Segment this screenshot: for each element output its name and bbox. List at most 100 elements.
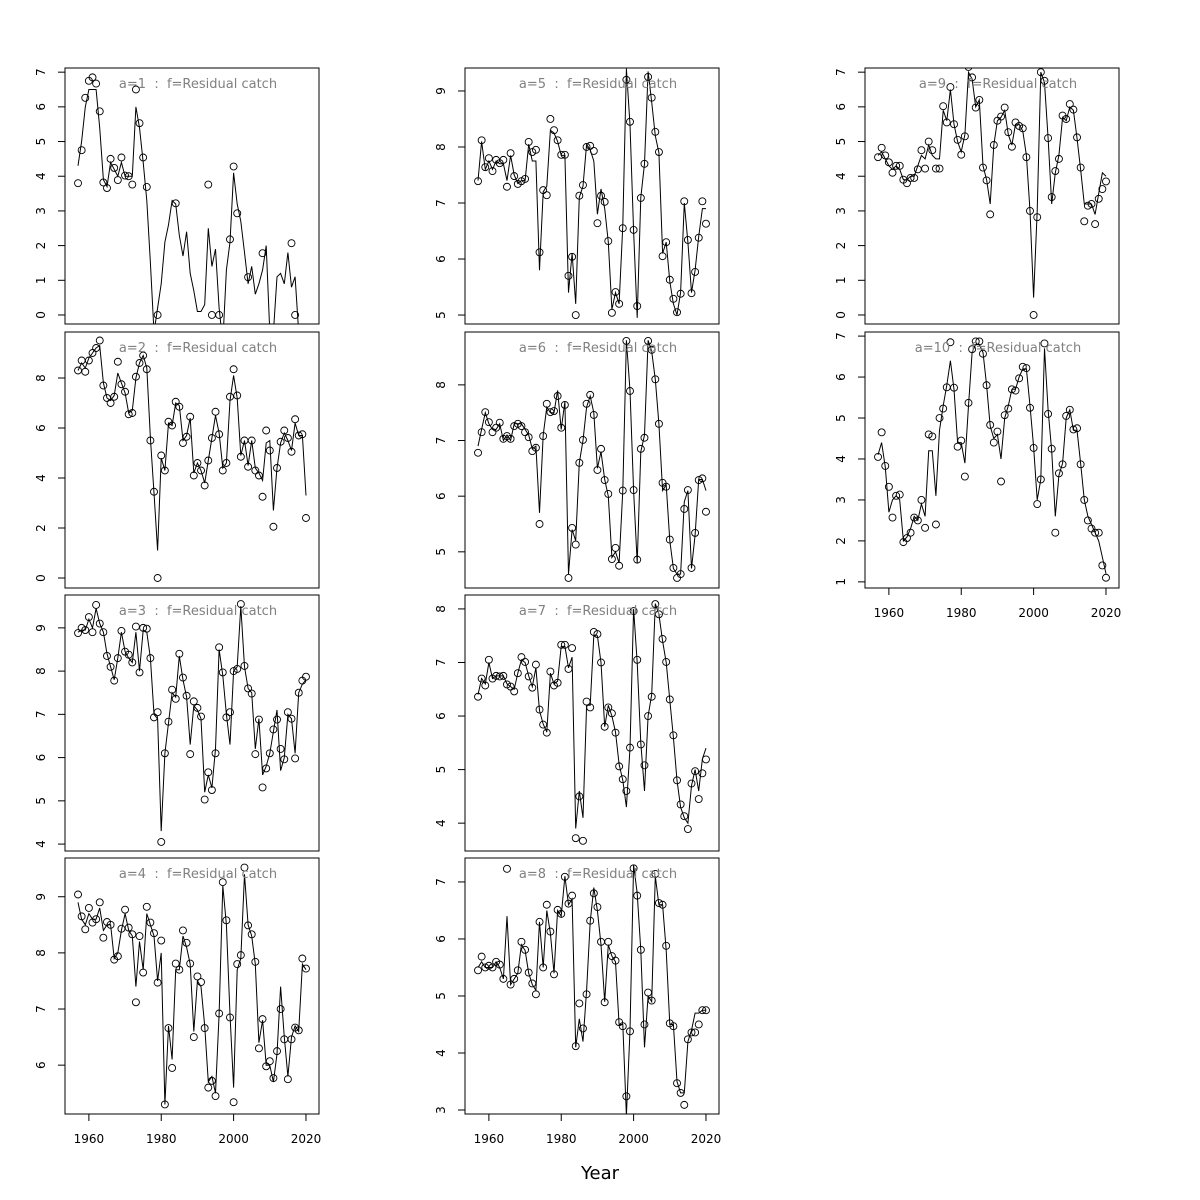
- observed-point: [175, 402, 184, 411]
- observed-point: [1091, 528, 1100, 537]
- observed-point: [291, 311, 300, 319]
- observed-point: [153, 708, 162, 717]
- observed-point: [1047, 193, 1056, 201]
- observed-point: [95, 336, 104, 345]
- y-tick-label: 6: [834, 103, 848, 111]
- y-tick-label: 0: [34, 311, 48, 319]
- y-tick-label: 5: [34, 797, 48, 805]
- observed-point: [546, 408, 555, 417]
- observed-point: [124, 923, 133, 932]
- observed-point: [88, 73, 97, 82]
- observed-point: [1040, 76, 1049, 85]
- observed-point: [892, 161, 901, 170]
- y-tick-label: 3: [834, 207, 848, 215]
- observed-point: [546, 115, 555, 123]
- observed-point: [633, 655, 642, 664]
- y-tick-label: 6: [34, 754, 48, 762]
- observed-point: [1069, 425, 1078, 434]
- observed-point: [1011, 386, 1020, 395]
- observed-point: [189, 1033, 198, 1042]
- observed-point: [895, 161, 904, 170]
- observed-point: [160, 466, 169, 475]
- observed-point: [892, 491, 901, 500]
- observed-point: [694, 233, 703, 242]
- y-tick-label: 6: [434, 255, 448, 263]
- observed-point: [269, 725, 278, 734]
- observed-point: [622, 75, 631, 84]
- observed-point: [283, 708, 292, 717]
- observed-point: [928, 432, 937, 441]
- panel-title: a=2 : f=Residual catch: [119, 341, 277, 356]
- observed-point: [615, 762, 624, 771]
- observed-point: [524, 968, 533, 977]
- observed-point: [135, 359, 144, 367]
- observed-point: [81, 925, 90, 934]
- observed-point: [236, 600, 245, 609]
- observed-point: [247, 436, 256, 445]
- observed-point: [647, 93, 656, 102]
- panel-4: a=4 : f=Residual catch 6 7 8 9 1960 1980 2000 20…: [34, 857, 321, 1146]
- observed-point: [953, 135, 962, 144]
- observed-point: [1036, 475, 1045, 484]
- observed-point: [582, 399, 591, 408]
- observed-point: [557, 640, 566, 649]
- observed-point: [302, 964, 310, 973]
- observed-point: [560, 872, 569, 881]
- observed-point: [481, 408, 490, 417]
- observed-point: [531, 145, 540, 154]
- observed-point: [92, 79, 101, 88]
- observed-point: [622, 1092, 631, 1101]
- observed-point: [593, 219, 602, 228]
- observed-point: [968, 345, 977, 354]
- observed-point: [247, 930, 256, 939]
- fitted-line: [877, 70, 1107, 298]
- observed-point: [106, 154, 115, 163]
- observed-point: [182, 938, 191, 947]
- y-tick-label: 5: [434, 548, 448, 556]
- observed-point: [604, 703, 613, 712]
- observed-point: [597, 658, 605, 667]
- observed-point: [629, 225, 638, 234]
- observed-point: [298, 954, 307, 963]
- observed-point: [215, 1009, 224, 1018]
- observed-point: [506, 980, 515, 989]
- observed-point: [240, 661, 249, 670]
- observed-point: [924, 137, 933, 146]
- observed-point: [142, 183, 151, 191]
- observed-point: [517, 422, 526, 431]
- observed-point: [874, 452, 882, 461]
- observed-point: [258, 1015, 267, 1024]
- fitted-line: [77, 606, 307, 832]
- observed-point: [986, 421, 995, 429]
- observed-point: [582, 143, 591, 151]
- y-tick-label: 9: [34, 893, 48, 901]
- observed-point: [124, 410, 133, 419]
- observed-point: [1018, 124, 1027, 133]
- observed-point: [593, 630, 602, 639]
- observed-point: [694, 476, 703, 484]
- observed-point: [251, 957, 260, 966]
- observed-point: [626, 387, 634, 395]
- observed-point: [702, 507, 710, 516]
- y-tick-label: 1: [834, 578, 848, 586]
- observed-point: [153, 978, 162, 987]
- observed-point: [579, 836, 587, 845]
- observed-point: [568, 523, 577, 532]
- observed-point: [680, 812, 689, 821]
- observed-point: [477, 952, 486, 961]
- observed-point: [687, 779, 696, 788]
- observed-point: [629, 486, 638, 495]
- observed-point: [644, 988, 653, 997]
- observed-point: [975, 337, 984, 346]
- observed-point: [283, 1075, 292, 1084]
- observed-point: [139, 623, 148, 632]
- observed-point: [521, 945, 530, 954]
- observed-point: [957, 436, 966, 445]
- observed-point: [568, 644, 577, 652]
- panel-2: a=2 : f=Residual catch 0 2 4 6 8: [34, 331, 320, 589]
- observed-point: [683, 825, 692, 833]
- observed-point: [971, 103, 980, 112]
- observed-point: [560, 400, 569, 409]
- observed-point: [298, 430, 307, 439]
- observed-point: [276, 437, 285, 446]
